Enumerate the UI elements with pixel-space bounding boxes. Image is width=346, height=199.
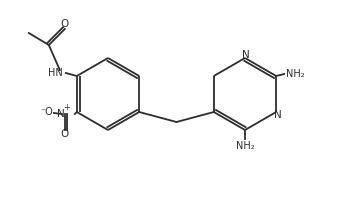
Text: O: O [61, 129, 69, 139]
Text: O: O [61, 19, 69, 29]
Text: NH₂: NH₂ [286, 69, 304, 79]
Text: ⁻O: ⁻O [40, 107, 53, 117]
Text: HN: HN [48, 68, 63, 78]
Text: +: + [63, 103, 70, 112]
Text: N: N [242, 50, 250, 60]
Text: NH₂: NH₂ [236, 141, 254, 151]
Text: N: N [57, 109, 65, 119]
Text: N: N [274, 110, 282, 120]
